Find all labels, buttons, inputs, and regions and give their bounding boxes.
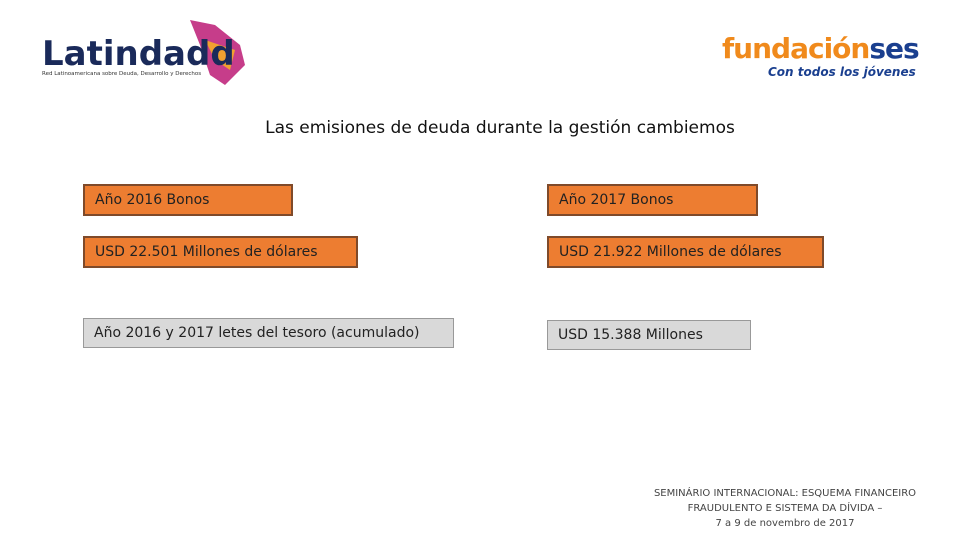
map-shape [205,40,235,70]
footer: SEMINÁRIO INTERNACIONAL: ESQUEMA FINANCE… [640,486,930,531]
logo-text: fundación [722,32,870,65]
info-box: Año 2016 y 2017 letes del tesoro (acumul… [83,318,454,348]
info-box: USD 21.922 Millones de dólares [547,236,824,268]
logo-text: ses [869,32,919,65]
title: Las emisiones de deuda durante la gestió… [265,118,735,138]
footer-line: FRAUDULENTO E SISTEMA DA DÍVIDA – [687,503,883,514]
info-box: Año 2016 Bonos [83,184,293,216]
logo-subtitle: Red Latinoamericana sobre Deuda, Desarro… [42,71,201,77]
left-logo: Latindadd Red Latinoamericana sobre Deud… [42,20,245,85]
info-box: USD 22.501 Millones de dólares [83,236,358,268]
footer-line: 7 a 9 de novembro de 2017 [715,518,855,529]
right-logo: fundaciónses [722,32,920,65]
info-box: USD 15.388 Millones [547,320,751,350]
info-box: Año 2017 Bonos [547,184,758,216]
logo-text: Latindadd [42,34,235,74]
logo-subtitle: Con todos los jóvenes [768,65,916,79]
footer-line: SEMINÁRIO INTERNACIONAL: ESQUEMA FINANCE… [653,488,917,499]
